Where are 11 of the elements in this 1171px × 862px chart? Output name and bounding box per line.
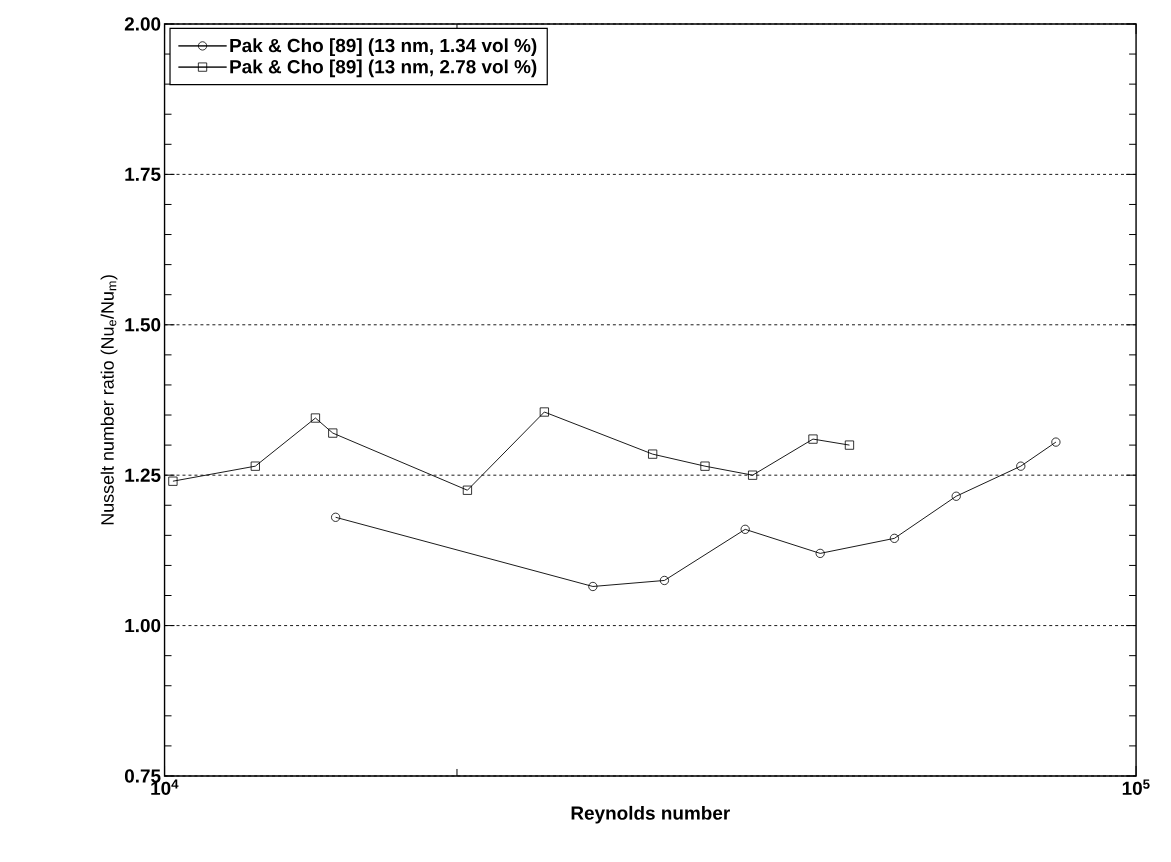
y-tick-label: 0.75: [124, 769, 161, 783]
x-axis-title: Reynolds number: [571, 805, 730, 824]
y-tick-label: 1.00: [125, 618, 161, 633]
y-axis-title: Nusselt number ratio (Nu$_{e}$/Nu$_{m}$): [100, 275, 118, 525]
x-tick-label: 10$^{5}$: [1122, 779, 1150, 796]
legend-label: Pak & Cho [89] (13 nm, 2.78 vol %): [230, 59, 537, 78]
y-tick-label: 1.75: [125, 167, 161, 181]
legend-label: Pak & Cho [89] (13 nm, 1.34 vol %): [230, 38, 537, 56]
y-tick-label: 1.50: [125, 318, 161, 332]
y-tick-label: 1.25: [125, 468, 161, 482]
y-tick-label: 2.00: [124, 17, 161, 31]
